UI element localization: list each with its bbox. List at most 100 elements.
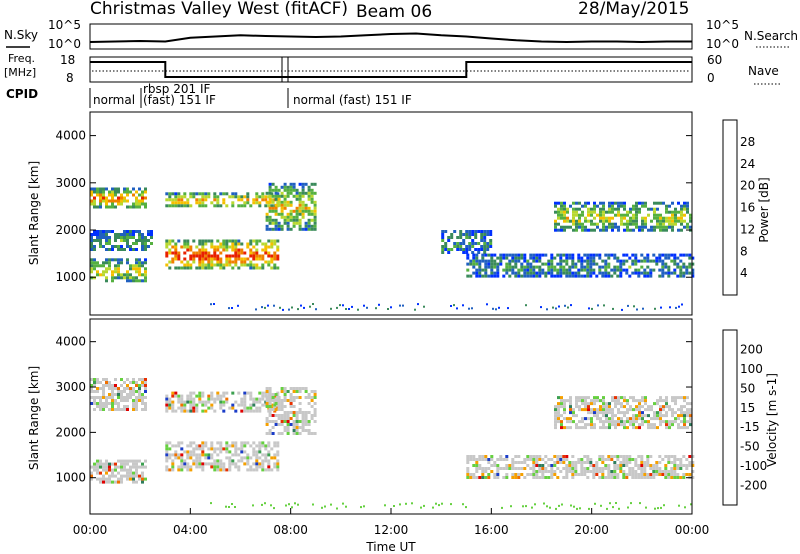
heatmap-cell — [189, 441, 193, 445]
heatmap-cell — [111, 279, 114, 283]
heatmap-cell — [550, 271, 554, 275]
heatmap-cell — [117, 261, 120, 265]
heatmap-cell — [265, 402, 269, 405]
heatmap-cell — [471, 251, 475, 254]
heatmap-cell — [301, 426, 305, 429]
heatmap-cell — [295, 420, 299, 423]
heatmap-cell — [466, 256, 470, 260]
heatmap-cell — [207, 447, 211, 451]
heatmap-cell — [274, 420, 278, 423]
heatmap-cell — [680, 408, 683, 412]
heatmap-cell — [617, 201, 620, 205]
heatmap-cell — [90, 199, 93, 203]
heatmap-cell — [638, 408, 641, 412]
heatmap-cell — [472, 256, 476, 260]
heatmap-cell — [532, 473, 536, 476]
heatmap-cell — [141, 408, 144, 411]
heatmap-cell — [644, 396, 647, 400]
heatmap-cell — [638, 411, 641, 415]
heatmap-cell — [477, 230, 481, 233]
heatmap-cell — [286, 221, 290, 225]
heatmap-cell — [520, 274, 524, 278]
heatmap-cell — [298, 420, 302, 423]
heatmap-cell — [602, 228, 605, 232]
heatmap-cell — [120, 258, 123, 262]
heatmap-cell — [189, 204, 193, 208]
heatmap-cell — [661, 458, 665, 461]
heatmap-cell — [114, 402, 117, 405]
heatmap-cell — [593, 207, 596, 211]
heatmap-cell — [295, 432, 299, 435]
heatmap-cell — [610, 458, 614, 461]
heatmap-cell — [264, 453, 268, 457]
heatmap-cell — [686, 201, 689, 205]
heatmap-cell — [571, 271, 575, 275]
heatmap-cell — [569, 396, 572, 400]
heatmap-cell — [255, 456, 259, 460]
heatmap-cell — [295, 209, 299, 213]
heatmap-cell — [550, 467, 554, 470]
noise-left-tick-bottom: 10^0 — [48, 37, 81, 51]
heatmap-cell — [240, 450, 244, 454]
heatmap-cell — [231, 266, 235, 270]
heatmap-cell — [117, 270, 120, 274]
heatmap-cell — [219, 263, 223, 267]
heatmap-cell — [93, 233, 96, 236]
heatmap-cell — [538, 256, 542, 260]
heatmap-cell — [526, 458, 530, 461]
heatmap-cell — [456, 307, 458, 310]
heatmap-cell — [249, 266, 253, 270]
heatmap-cell — [276, 257, 280, 261]
heatmap-cell — [286, 194, 290, 198]
heatmap-cell — [472, 265, 476, 269]
heatmap-cell — [453, 242, 457, 245]
heatmap-cell — [554, 210, 557, 214]
freq-right-tick-top: 60 — [707, 53, 722, 67]
heatmap-cell — [611, 408, 614, 412]
heatmap-cell — [255, 257, 259, 261]
heatmap-cell — [617, 213, 620, 217]
heatmap-cell — [150, 242, 153, 245]
heatmap-cell — [662, 219, 665, 223]
heatmap-cell — [605, 219, 608, 223]
heatmap-cell — [304, 414, 308, 417]
heatmap-cell — [514, 262, 518, 266]
heatmap-cell — [304, 221, 308, 225]
heatmap-cell — [228, 465, 232, 469]
heatmap-cell — [665, 228, 668, 232]
heatmap-cell — [310, 194, 314, 198]
heatmap-cell — [120, 273, 123, 277]
heatmap-cell — [276, 248, 280, 252]
heatmap-cell — [105, 384, 108, 387]
heatmap-cell — [138, 187, 141, 191]
heatmap-cell — [641, 411, 644, 415]
heatmap-cell — [566, 420, 569, 424]
heatmap-cell — [180, 266, 184, 270]
heatmap-cell — [304, 206, 308, 210]
heatmap-cell — [96, 270, 99, 274]
heatmap-cell — [468, 307, 470, 310]
heatmap-cell — [135, 276, 138, 280]
colorbar-tick-label: -15 — [740, 420, 760, 434]
heatmap-cell — [619, 470, 623, 473]
heatmap-cell — [111, 273, 114, 277]
colorbar-tick-label: -100 — [740, 459, 767, 473]
heatmap-cell — [102, 405, 105, 408]
heatmap-cell — [108, 230, 111, 233]
heatmap-cell — [617, 399, 620, 403]
heatmap-cell — [620, 405, 623, 409]
heatmap-cell — [99, 193, 102, 197]
heatmap-cell — [481, 268, 485, 272]
heatmap-cell — [484, 271, 488, 275]
heatmap-cell — [255, 453, 259, 457]
heatmap-cell — [541, 262, 545, 266]
heatmap-cell — [165, 394, 169, 398]
heatmap-cell — [252, 447, 256, 451]
heatmap-cell — [114, 270, 117, 274]
heatmap-cell — [578, 219, 581, 223]
heatmap-cell — [589, 268, 593, 272]
heatmap-cell — [478, 464, 482, 467]
heatmap-cell — [336, 306, 338, 309]
heatmap-cell — [267, 468, 271, 472]
